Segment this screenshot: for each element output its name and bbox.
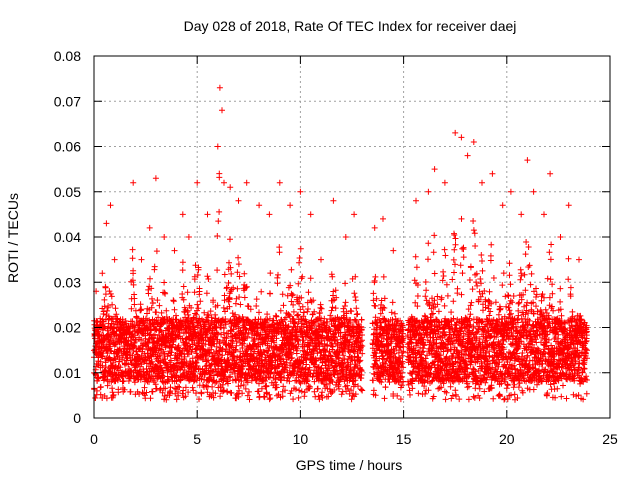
x-axis-label: GPS time / hours [296,457,403,473]
y-tick-label: 0.08 [54,48,81,64]
x-tick-label: 10 [293,431,309,447]
chart-title: Day 028 of 2018, Rate Of TEC Index for r… [184,18,517,34]
x-tick-label: 0 [90,431,98,447]
x-tick-labels: 0 5 10 15 20 25 [90,431,618,447]
x-tick-label: 15 [396,431,412,447]
roti-series-markers [91,84,590,403]
x-tick-label: 5 [193,431,201,447]
y-tick-label: 0.02 [54,320,81,336]
y-tick-label: 0.03 [54,274,81,290]
data-points [91,84,590,403]
y-tick-label: 0.07 [54,93,81,109]
y-tick-labels: 0 0.01 0.02 0.03 0.04 0.05 0.06 0.07 0.08 [54,48,81,426]
axis-ticks [93,55,611,419]
y-tick-label: 0 [73,410,81,426]
y-tick-label: 0.01 [54,365,81,381]
x-tick-label: 20 [499,431,515,447]
y-tick-label: 0.05 [54,184,81,200]
y-tick-label: 0.06 [54,139,81,155]
y-tick-label: 0.04 [54,229,81,245]
y-axis-label: ROTI / TECUs [5,193,21,283]
x-tick-label: 25 [602,431,618,447]
